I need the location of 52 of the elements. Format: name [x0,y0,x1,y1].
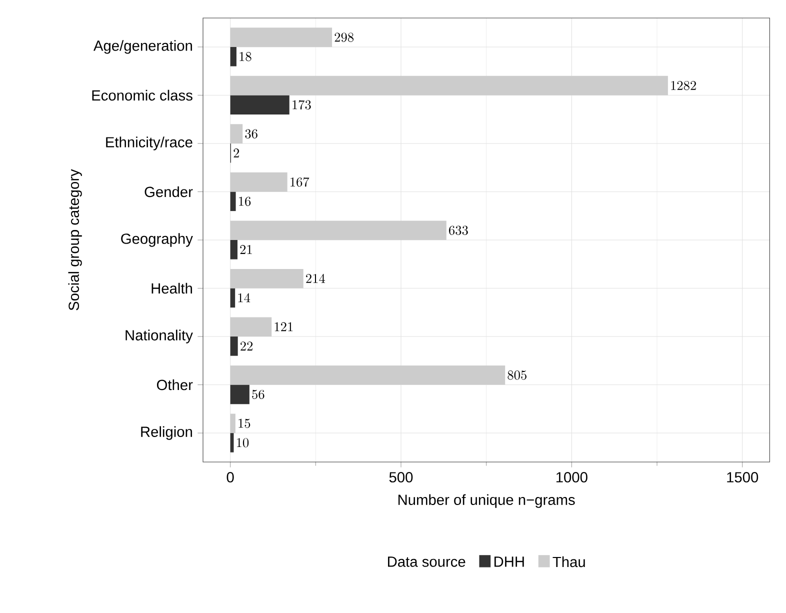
bar [230,268,304,288]
bar [230,336,238,356]
data-label: 173 [292,100,311,110]
data-label: 18 [240,52,252,62]
x-tick-label: 1000 [556,472,588,482]
bar [230,124,243,144]
data-label: 1282 [671,80,696,90]
data-label: 36 [245,129,258,138]
data-label: 15 [238,418,250,428]
y-tick-label: Gender [144,186,193,198]
data-label: 121 [274,322,293,332]
legend-label: Thau [552,556,585,568]
bar [230,76,668,96]
x-tick-label: 1500 [727,472,758,482]
data-label: 167 [290,177,310,187]
bar [230,384,250,404]
bar [230,365,506,385]
data-label: 214 [306,274,326,283]
data-label: 298 [334,32,354,42]
data-label: 2 [234,148,240,158]
x-tick-label: 0 [226,472,234,482]
y-tick-label: Economic class [92,90,192,101]
y-tick-label: Religion [141,426,192,440]
y-tick-label: Geography [121,233,193,247]
data-label: 10 [236,438,249,448]
bar [230,220,446,240]
y-tick-label: Health [152,282,192,294]
bar [230,192,236,212]
data-label: 56 [252,390,264,400]
data-label: 21 [240,245,252,254]
bar [230,28,332,47]
y-tick-label: Ethnicity/race [106,136,192,150]
y-tick-label: Age/generation [93,40,192,54]
x-tick-label: 500 [389,472,413,482]
bar [230,172,288,192]
y-tick-label: Other [156,379,193,390]
x-axis-title: Number of unique n−grams [398,494,575,508]
data-label: 16 [239,196,251,206]
data-label: 805 [508,370,526,380]
y-tick-label: Nationality [126,330,193,344]
data-label: 22 [240,342,253,350]
data-label: 14 [238,293,250,302]
bar [230,317,272,337]
bar [230,414,236,434]
y-axis-title: Social group category [68,169,82,310]
legend-title: Data source [388,556,466,567]
bar [230,240,238,260]
legend-label: DHH [494,556,524,567]
data-label: 633 [449,226,468,235]
bar [230,46,236,66]
bar [230,95,290,115]
bar [230,288,236,308]
